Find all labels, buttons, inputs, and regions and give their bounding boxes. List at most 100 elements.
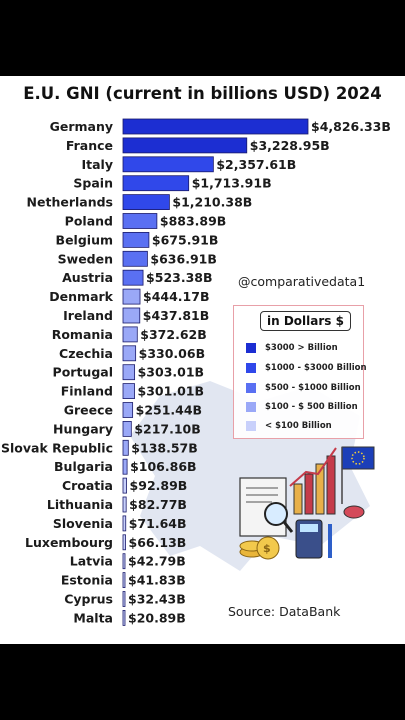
country-label: Romania xyxy=(52,327,113,342)
bar xyxy=(122,231,150,248)
country-label: Germany xyxy=(50,119,113,134)
legend-swatch xyxy=(246,383,256,393)
bar xyxy=(122,402,134,418)
country-label: Finland xyxy=(61,384,113,399)
bar-chart: Germany $4,826.33B France $3,228.95B Italy $2… xyxy=(1,118,391,626)
value-label: $303.01B xyxy=(138,365,204,380)
creator-handle: @comparativedata1 xyxy=(238,274,366,289)
country-label: France xyxy=(66,138,113,153)
bar xyxy=(122,345,137,362)
country-label: Greece xyxy=(64,403,113,418)
value-label: $4,826.33B xyxy=(311,119,391,134)
legend-swatch xyxy=(246,402,256,412)
value-label: $251.44B xyxy=(136,403,202,418)
value-label: $675.91B xyxy=(152,232,218,247)
value-label: $330.06B xyxy=(139,346,205,361)
legend-swatch xyxy=(246,421,256,431)
value-label: $41.83B xyxy=(128,573,186,588)
country-label: Czechia xyxy=(59,346,113,361)
value-label: $106.86B xyxy=(130,459,196,474)
country-label: Ireland xyxy=(63,308,113,323)
bar xyxy=(122,307,141,324)
finance-illustration: $ xyxy=(239,446,375,560)
bar xyxy=(122,288,141,305)
chart-title: E.U. GNI (current in billions USD) 2024 xyxy=(23,84,382,103)
country-label: Cyprus xyxy=(64,592,113,607)
legend-item: $3000 > Billion xyxy=(246,341,338,355)
country-label: Netherlands xyxy=(27,195,113,210)
legend-label: < $100 Billion xyxy=(265,421,332,431)
bar xyxy=(122,383,135,400)
country-label: Estonia xyxy=(61,573,113,588)
bar xyxy=(122,156,214,173)
value-label: $66.13B xyxy=(129,535,187,550)
bar xyxy=(122,515,127,532)
country-label: Hungary xyxy=(53,421,113,436)
bar xyxy=(122,194,170,210)
country-label: Italy xyxy=(82,157,114,172)
bar xyxy=(122,496,127,513)
bar xyxy=(122,553,126,570)
value-label: $20.89B xyxy=(128,610,186,625)
country-label: Slovak Republic xyxy=(1,440,113,455)
bar xyxy=(122,118,309,135)
value-label: $437.81B xyxy=(143,308,209,323)
legend-item: $100 - $ 500 Billion xyxy=(246,400,358,414)
value-label: $372.62B xyxy=(140,327,206,342)
legend-label: $3000 > Billion xyxy=(265,343,338,353)
value-label: $71.64B xyxy=(129,516,187,531)
country-label: Spain xyxy=(73,176,113,191)
bar xyxy=(122,269,144,286)
legend-title: in Dollars $ xyxy=(260,311,351,331)
svg-text:$: $ xyxy=(263,542,271,555)
bar xyxy=(122,213,158,229)
bar xyxy=(122,572,126,589)
country-label: Latvia xyxy=(70,554,113,569)
bar xyxy=(122,477,127,494)
country-label: Slovenia xyxy=(53,516,113,531)
bar xyxy=(122,326,138,343)
value-label: $523.38B xyxy=(146,270,212,285)
country-label: Sweden xyxy=(58,251,113,266)
bar xyxy=(122,534,126,551)
value-label: $444.17B xyxy=(143,289,209,304)
source-note: Source: DataBank xyxy=(228,604,341,619)
bar xyxy=(122,175,190,192)
value-label: $217.10B xyxy=(134,421,200,436)
value-label: $138.57B xyxy=(131,440,197,455)
bar xyxy=(122,458,128,475)
value-label: $301.01B xyxy=(138,384,204,399)
value-label: $42.79B xyxy=(128,554,186,569)
value-label: $1,210.38B xyxy=(172,195,252,210)
country-label: Poland xyxy=(65,214,113,229)
country-label: Austria xyxy=(62,270,113,285)
bar xyxy=(122,610,126,626)
bar xyxy=(122,364,136,381)
legend-label: $500 - $1000 Billion xyxy=(265,383,361,393)
legend-swatch xyxy=(246,363,256,373)
bar xyxy=(122,250,148,267)
bar xyxy=(122,591,126,607)
country-label: Bulgaria xyxy=(54,459,113,474)
country-label: Croatia xyxy=(62,478,113,493)
country-label: Lithuania xyxy=(47,497,113,512)
legend-item: < $100 Billion xyxy=(246,419,332,433)
value-label: $82.77B xyxy=(129,497,187,512)
value-label: $883.89B xyxy=(160,214,226,229)
value-label: $636.91B xyxy=(150,251,216,266)
country-label: Denmark xyxy=(49,289,113,304)
country-label: Portugal xyxy=(53,365,113,380)
legend-label: $100 - $ 500 Billion xyxy=(265,402,358,412)
value-label: $1,713.91B xyxy=(192,176,272,191)
legend-item: $500 - $1000 Billion xyxy=(246,381,361,395)
legend-swatch xyxy=(246,343,256,353)
bar xyxy=(122,137,248,154)
legend-label: $1000 - $3000 Billion xyxy=(265,363,367,373)
value-label: $32.43B xyxy=(128,592,186,607)
value-label: $92.89B xyxy=(130,478,188,493)
bar xyxy=(122,420,132,437)
country-label: Belgium xyxy=(56,232,113,247)
chart-card: E.U. GNI (current in billions USD) 2024 … xyxy=(0,76,405,644)
value-label: $3,228.95B xyxy=(250,138,330,153)
country-label: Luxembourg xyxy=(25,535,113,550)
